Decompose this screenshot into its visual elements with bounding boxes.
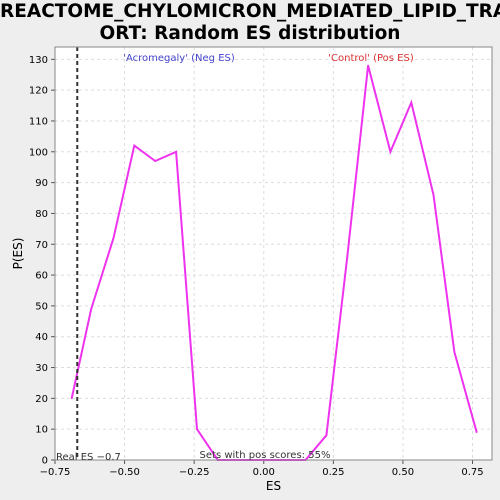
y-tick-label: 20	[35, 394, 48, 405]
series-point	[346, 255, 349, 258]
series-point	[90, 308, 92, 310]
series-point	[196, 428, 198, 430]
series-point	[133, 144, 136, 147]
x-tick-label: 0.75	[461, 467, 483, 478]
x-tick-label: 0.25	[322, 467, 344, 478]
series-point	[70, 397, 73, 400]
series-point	[367, 64, 369, 67]
y-tick-label: 0	[42, 456, 48, 467]
series-point	[475, 431, 478, 434]
chart-title-line-1: REACTOME_CHYLOMICRON_MEDIATED_LIPID_TRAN…	[0, 1, 500, 22]
y-tick-label: 90	[35, 178, 48, 189]
y-tick-label: 30	[35, 363, 48, 374]
plot-area	[55, 47, 492, 460]
series-point	[410, 101, 413, 104]
y-tick-label: 130	[29, 55, 48, 66]
y-tick-label: 50	[35, 301, 48, 312]
x-tick-label: −0.25	[179, 467, 210, 478]
pos-scores-label: Sets with pos scores: 55%	[200, 450, 331, 461]
y-tick-label: 10	[35, 425, 48, 436]
y-tick-label: 40	[35, 332, 48, 343]
y-axis-label: P(ES)	[11, 238, 25, 270]
y-tick-label: 110	[29, 116, 48, 127]
series-point	[432, 194, 435, 196]
y-tick-label: 80	[35, 209, 48, 220]
y-tick-label: 70	[35, 240, 48, 251]
x-tick-label: −0.75	[40, 467, 71, 478]
y-tick-label: 60	[35, 271, 48, 282]
series-point	[389, 150, 392, 153]
pos-es-label: 'Control' (Pos ES)	[328, 53, 414, 64]
x-tick-label: 0.50	[392, 467, 414, 478]
y-axis-ticks: 0 10 20 30 40 50 60 70 80 90 100 110 120 130	[29, 55, 55, 467]
chart-title: REACTOME_CHYLOMICRON_MEDIATED_LIPID_TRAN…	[0, 1, 500, 45]
series-point	[154, 160, 157, 162]
plot-border	[54, 46, 493, 461]
y-tick-label: 100	[29, 147, 48, 158]
x-tick-label: 0.00	[253, 467, 275, 478]
series-point	[175, 150, 177, 153]
y-tick-label: 120	[29, 86, 48, 97]
series-point	[453, 351, 456, 353]
real-es-label: Real ES −0.7	[56, 452, 121, 463]
series-point	[325, 434, 328, 437]
neg-es-label: 'Acromegaly' (Neg ES)	[123, 53, 235, 64]
x-tick-label: −0.50	[109, 467, 140, 478]
x-axis-label: ES	[266, 479, 281, 493]
x-axis-ticks: −0.75 −0.50 −0.25 0.00 0.25 0.50 0.75	[40, 460, 484, 478]
chart-title-line-2: ORT: Random ES distribution	[99, 23, 401, 44]
series-point	[112, 237, 115, 239]
